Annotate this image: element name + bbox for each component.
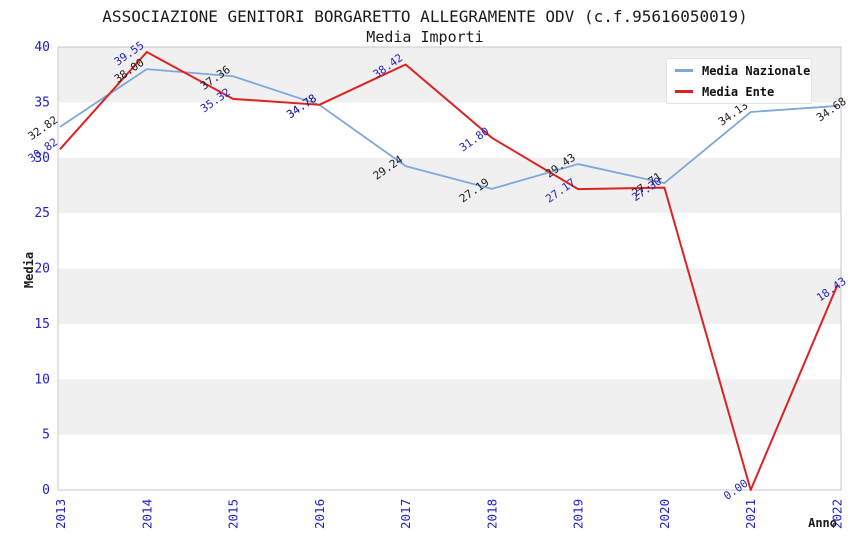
chart-subtitle: Media Importi xyxy=(366,28,484,46)
x-tick-label-2020: 2020 xyxy=(657,499,672,529)
x-tick-label-2021: 2021 xyxy=(743,499,758,529)
y-axis-title: Media xyxy=(22,252,36,288)
y-tick-label-5: 5 xyxy=(42,428,50,443)
plot-band xyxy=(58,268,841,324)
y-tick-label-0: 0 xyxy=(42,483,50,498)
x-tick-label-2013: 2013 xyxy=(53,499,68,529)
legend-label-media-nazionale: Media Nazionale xyxy=(702,63,811,78)
chart-title: ASSOCIAZIONE GENITORI BORGARETTO ALLEGRA… xyxy=(102,7,748,26)
point-label-2013-nazionale: 32.82 xyxy=(26,113,61,143)
plot-band xyxy=(58,213,841,269)
plot-border xyxy=(57,46,842,491)
series-line-media-ente xyxy=(59,50,838,491)
x-axis-title: Anno xyxy=(808,516,837,530)
y-tick-label-35: 35 xyxy=(34,95,50,110)
legend-label-media-ente: Media Ente xyxy=(702,84,775,99)
nazionale-line-swatch-icon xyxy=(675,69,693,72)
legend-item-media-ente: Media Ente xyxy=(675,85,811,99)
plot-band xyxy=(58,323,841,380)
x-tick-label-2017: 2017 xyxy=(398,499,413,529)
y-tick-label-20: 20 xyxy=(34,262,50,277)
x-tick-label-2022: 2022 xyxy=(830,499,845,529)
y-tick-label-25: 25 xyxy=(34,206,50,221)
x-tick-label-2015: 2015 xyxy=(226,499,241,529)
legend-item-media-nazionale: Media Nazionale xyxy=(675,64,811,78)
x-tick-label-2019: 2019 xyxy=(571,499,586,529)
y-tick-label-10: 10 xyxy=(34,372,50,387)
x-tick-label-2018: 2018 xyxy=(484,499,499,529)
plot-band xyxy=(58,434,841,490)
plot-band xyxy=(58,379,841,435)
x-tick-label-2016: 2016 xyxy=(312,499,327,529)
legend: Media Nazionale Media Ente xyxy=(666,58,812,104)
x-tick-label-2014: 2014 xyxy=(139,499,154,529)
y-tick-label-15: 15 xyxy=(34,317,50,332)
ente-line-swatch-icon xyxy=(675,90,693,93)
plot-band xyxy=(58,102,841,158)
plot-band xyxy=(58,157,841,214)
series-line-media-nazionale xyxy=(59,68,838,190)
y-tick-label-40: 40 xyxy=(34,40,50,55)
y-tick-label-30: 30 xyxy=(34,151,50,166)
